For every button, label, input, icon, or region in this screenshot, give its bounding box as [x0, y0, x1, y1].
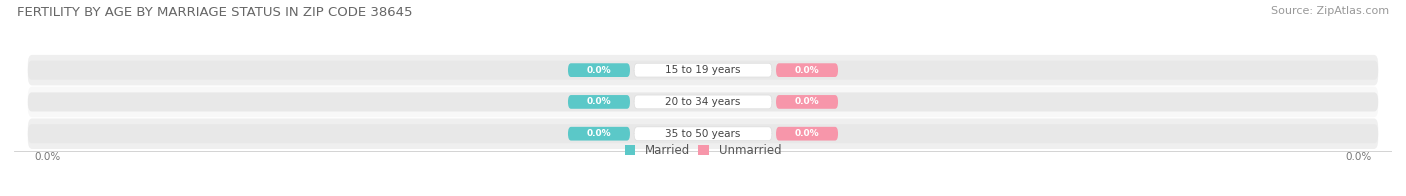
Text: 0.0%: 0.0%: [586, 97, 612, 106]
Text: 0.0%: 0.0%: [794, 66, 820, 75]
FancyBboxPatch shape: [28, 55, 1378, 85]
FancyBboxPatch shape: [776, 95, 838, 109]
FancyBboxPatch shape: [28, 118, 1378, 149]
Text: FERTILITY BY AGE BY MARRIAGE STATUS IN ZIP CODE 38645: FERTILITY BY AGE BY MARRIAGE STATUS IN Z…: [17, 6, 412, 19]
Text: 20 to 34 years: 20 to 34 years: [665, 97, 741, 107]
FancyBboxPatch shape: [568, 95, 630, 109]
FancyBboxPatch shape: [634, 127, 772, 141]
FancyBboxPatch shape: [776, 63, 838, 77]
Text: 15 to 19 years: 15 to 19 years: [665, 65, 741, 75]
Text: 0.0%: 0.0%: [35, 152, 60, 162]
Legend: Married, Unmarried: Married, Unmarried: [624, 144, 782, 157]
FancyBboxPatch shape: [634, 63, 772, 77]
FancyBboxPatch shape: [776, 127, 838, 141]
Text: 0.0%: 0.0%: [794, 97, 820, 106]
FancyBboxPatch shape: [568, 63, 630, 77]
Text: 0.0%: 0.0%: [586, 66, 612, 75]
Text: 35 to 50 years: 35 to 50 years: [665, 129, 741, 139]
Text: 0.0%: 0.0%: [794, 129, 820, 138]
FancyBboxPatch shape: [28, 124, 1378, 143]
FancyBboxPatch shape: [28, 87, 1378, 117]
FancyBboxPatch shape: [634, 95, 772, 109]
Text: Source: ZipAtlas.com: Source: ZipAtlas.com: [1271, 6, 1389, 16]
FancyBboxPatch shape: [568, 127, 630, 141]
Text: 0.0%: 0.0%: [1346, 152, 1371, 162]
FancyBboxPatch shape: [28, 61, 1378, 80]
Text: 0.0%: 0.0%: [586, 129, 612, 138]
FancyBboxPatch shape: [28, 92, 1378, 112]
